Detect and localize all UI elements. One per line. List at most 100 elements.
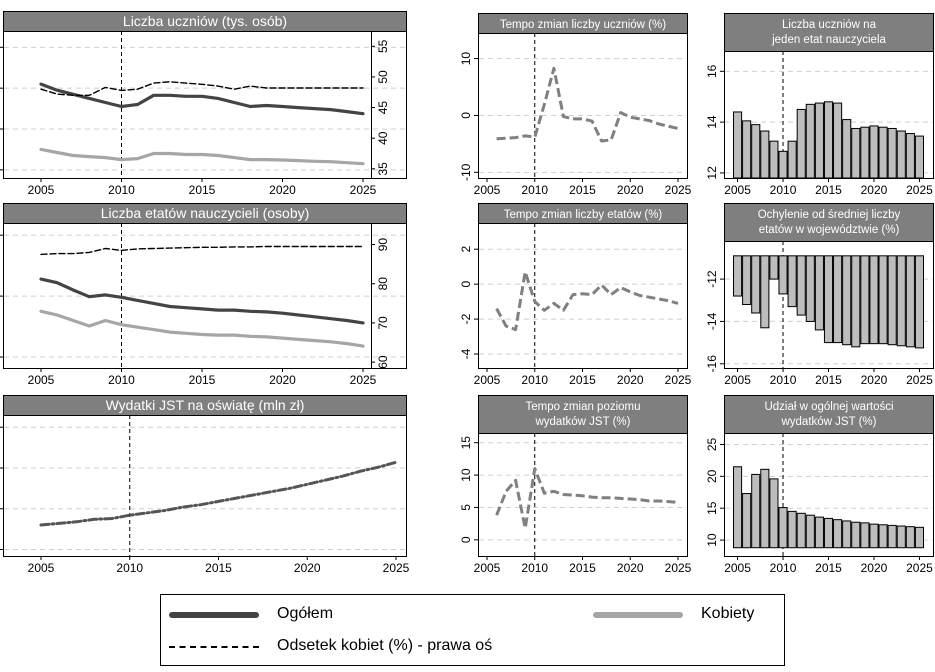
chart-panel-7: Tempo zmian poziomu wydatków JST (%) 0 5 10 1…	[459, 395, 692, 575]
y2-tick-label: 35	[376, 162, 390, 176]
bar-2018	[851, 127, 861, 179]
y-tick-label: -16	[705, 355, 719, 373]
x-tick-label: 2020	[861, 373, 888, 387]
y-tick-label: 12	[705, 166, 719, 180]
series-line-tempo	[495, 467, 679, 530]
legend-swatch-kobiety	[593, 612, 683, 618]
series-line-1	[39, 309, 365, 348]
panel-title: Wydatki JST na oświatę (mln zł)	[106, 397, 305, 413]
bar-2007	[751, 255, 761, 314]
x-tick-label: 2020	[861, 561, 888, 575]
y-tick-label: 10	[705, 533, 719, 547]
bar-2025	[914, 255, 925, 349]
x-tick-label: 2010	[770, 561, 797, 575]
bar-2011	[787, 255, 797, 308]
chart-panel-0: Liczba uczniów (tys. osób)24683540455055…	[0, 11, 407, 197]
panel-title-band	[3, 395, 407, 416]
x-tick-label: 2020	[617, 183, 644, 197]
x-tick-label: 2015	[569, 561, 596, 575]
panel-frame	[478, 203, 688, 369]
bar-2011	[787, 510, 797, 549]
bar-2008	[760, 468, 770, 549]
x-tick-label: 2020	[269, 183, 296, 197]
y-tick-label: -14	[705, 312, 719, 330]
y2-tick-label: 70	[376, 316, 390, 330]
y-tick-label: 15	[459, 436, 473, 450]
bar-2010	[778, 255, 788, 295]
panel-title-line-1: jeden etat nauczyciela	[771, 34, 886, 46]
bar-2005	[733, 466, 743, 549]
x-tick-label: 2010	[108, 373, 135, 387]
bar-2009	[769, 140, 779, 179]
panel-title-band	[724, 203, 934, 242]
bar-2023	[896, 255, 906, 347]
bar-2010	[778, 150, 788, 179]
panel-title: Liczba uczniów (tys. osób)	[123, 13, 287, 29]
panel-title: Tempo zmian liczby uczniów (%)	[500, 19, 666, 31]
panel-title-line-1: etatów w województwie (%)	[759, 224, 900, 236]
x-tick-label: 2010	[770, 183, 797, 197]
bar-2017	[842, 520, 852, 549]
y-tick-label: 0	[459, 536, 473, 543]
y2-tick-label: 45	[376, 101, 390, 115]
panel-title-line-0: Udział w ogólnej wartości	[764, 401, 893, 413]
bar-2012	[796, 108, 806, 179]
chart-panel-3: Liczba etatów nauczycieli (osoby)3004005…	[0, 203, 407, 387]
panel-title-line-0: Ochylenie od średniej liczby	[758, 209, 901, 221]
panel-title-line-0: Tempo zmian poziomu	[525, 401, 640, 413]
bar-2008	[760, 255, 770, 329]
bar-2022	[887, 524, 897, 549]
x-tick-label: 2015	[815, 561, 842, 575]
series-line-0	[39, 82, 365, 116]
bar-2019	[860, 522, 870, 549]
y-tick-label: 5	[459, 504, 473, 511]
x-tick-label: 2010	[770, 373, 797, 387]
bar-2015	[823, 101, 834, 179]
panel-title-band	[478, 395, 688, 434]
bar-2025	[914, 526, 925, 549]
bar-2014	[814, 255, 824, 331]
panel-title-band	[3, 11, 407, 32]
legend-label-odsetek: Odsetek kobiet (%) - prawa oś	[277, 637, 493, 654]
panel-title-line-1: wydatków JST (%)	[780, 416, 876, 428]
bar-2013	[805, 103, 815, 179]
bar-2006	[742, 493, 752, 549]
y-tick-label: 2	[459, 246, 473, 253]
bar-2013	[805, 255, 815, 322]
bar-2005	[733, 255, 743, 297]
series-line-wydatki	[39, 460, 398, 527]
x-tick-label: 2025	[665, 183, 692, 197]
x-tick-label: 2010	[521, 183, 548, 197]
y-tick-label: 0	[459, 112, 473, 119]
x-tick-label: 2020	[861, 183, 888, 197]
bar-2024	[905, 133, 915, 179]
x-tick-label: 2005	[474, 183, 501, 197]
x-tick-label: 2025	[383, 561, 410, 575]
x-tick-label: 2025	[665, 561, 692, 575]
x-tick-label: 2025	[350, 183, 377, 197]
bar-2014	[814, 102, 824, 179]
panel-title-band	[724, 395, 934, 434]
y-tick-label: 20	[705, 469, 719, 483]
bar-2006	[742, 255, 752, 305]
chart-panel-4: Tempo zmian liczby etatów (%) -4 -2 0 2 2005 2…	[459, 203, 692, 387]
y-tick-label: -2	[459, 313, 473, 324]
y-tick-label: -10	[459, 163, 473, 181]
x-tick-label: 2005	[474, 373, 501, 387]
bar-2018	[851, 521, 861, 549]
x-tick-label: 2025	[906, 373, 933, 387]
x-tick-label: 2005	[724, 373, 751, 387]
bar-2007	[751, 124, 761, 179]
x-tick-label: 2010	[521, 373, 548, 387]
chart-panel-6: Wydatki JST na oświatę (mln zł)050100150…	[0, 395, 410, 575]
y2-tick-label: 60	[376, 355, 390, 369]
bar-2010	[778, 507, 788, 549]
x-tick-label: 2005	[28, 561, 55, 575]
x-tick-label: 2015	[205, 561, 232, 575]
bar-2013	[805, 514, 815, 549]
series-line-2	[40, 245, 364, 256]
bar-2012	[796, 255, 806, 316]
y2-tick-label: 50	[376, 70, 390, 84]
bar-2019	[860, 255, 870, 345]
bar-2009	[769, 478, 779, 549]
